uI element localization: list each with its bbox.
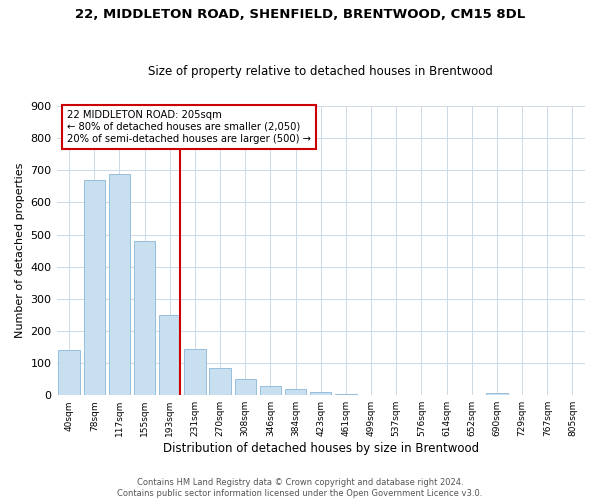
- X-axis label: Distribution of detached houses by size in Brentwood: Distribution of detached houses by size …: [163, 442, 479, 455]
- Bar: [361, 394, 382, 395]
- Bar: [335, 394, 356, 395]
- Bar: [109, 174, 130, 395]
- Bar: [209, 368, 231, 395]
- Bar: [184, 348, 206, 395]
- Bar: [235, 379, 256, 395]
- Bar: [58, 350, 80, 395]
- Bar: [134, 241, 155, 395]
- Title: Size of property relative to detached houses in Brentwood: Size of property relative to detached ho…: [148, 66, 493, 78]
- Bar: [486, 392, 508, 395]
- Bar: [159, 315, 181, 395]
- Text: 22, MIDDLETON ROAD, SHENFIELD, BRENTWOOD, CM15 8DL: 22, MIDDLETON ROAD, SHENFIELD, BRENTWOOD…: [75, 8, 525, 20]
- Bar: [260, 386, 281, 395]
- Bar: [310, 392, 331, 395]
- Text: Contains HM Land Registry data © Crown copyright and database right 2024.
Contai: Contains HM Land Registry data © Crown c…: [118, 478, 482, 498]
- Text: 22 MIDDLETON ROAD: 205sqm
← 80% of detached houses are smaller (2,050)
20% of se: 22 MIDDLETON ROAD: 205sqm ← 80% of detac…: [67, 110, 311, 144]
- Bar: [83, 180, 105, 395]
- Bar: [285, 389, 307, 395]
- Y-axis label: Number of detached properties: Number of detached properties: [15, 163, 25, 338]
